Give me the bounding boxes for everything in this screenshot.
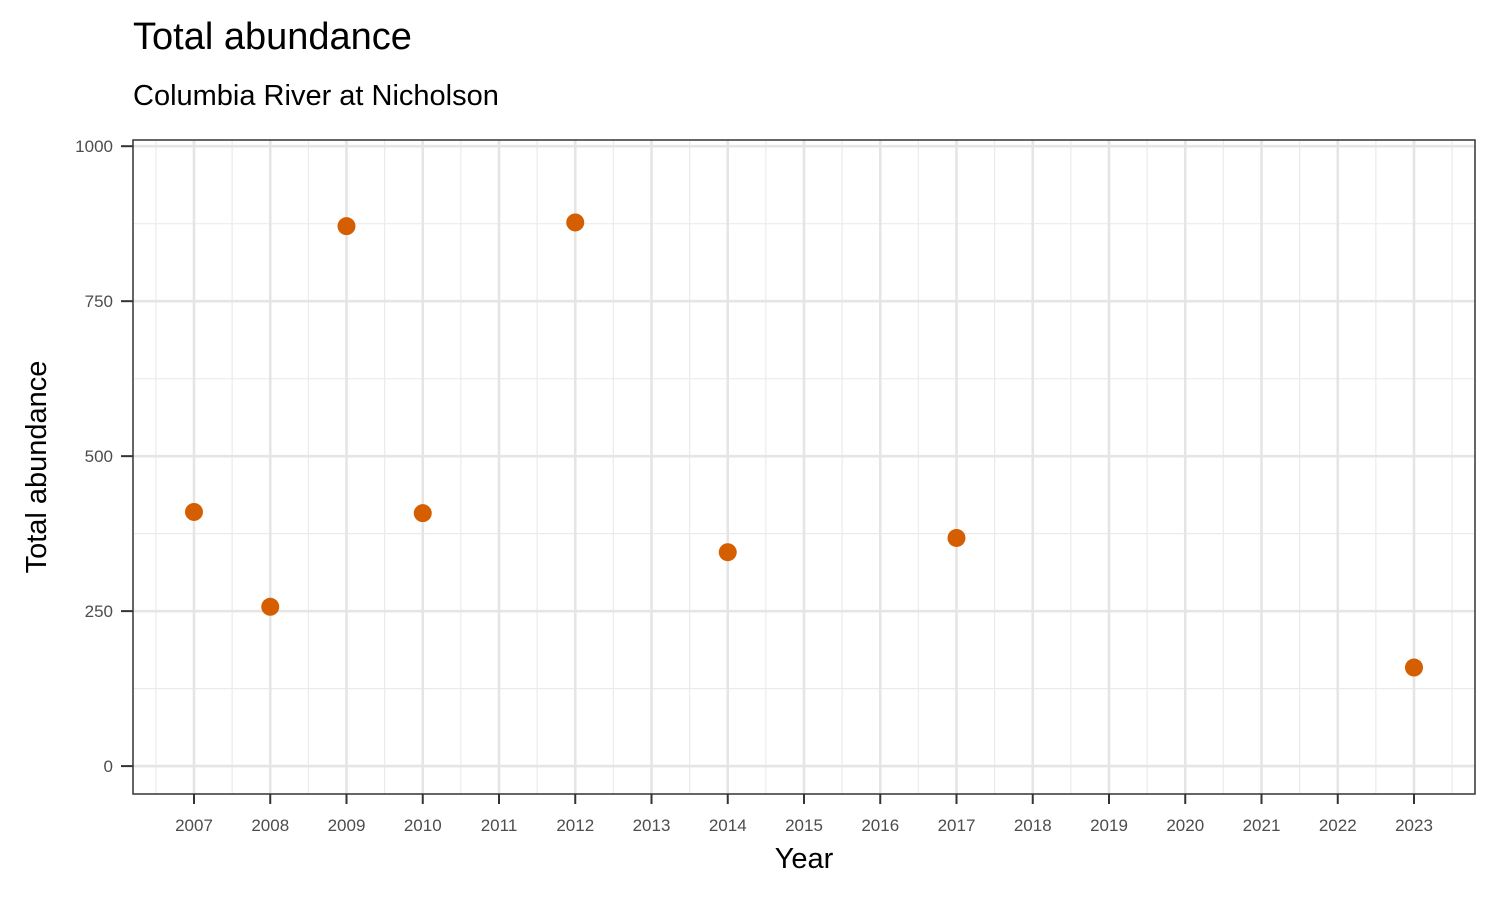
data-point [947,528,966,547]
y-axis: 0 250 500 750 1000 [75,137,133,776]
x-tick-label: 2013 [633,816,671,835]
x-tick-label: 2018 [1014,816,1052,835]
data-point [1405,658,1423,677]
major-gridlines [133,140,1475,794]
data-point [718,543,737,562]
x-tick-label: 2012 [556,816,594,835]
x-tick-label: 2011 [481,816,518,835]
y-tick-label: 750 [85,292,113,311]
data-point [261,597,280,616]
data-point [185,502,203,521]
x-tick-label: 2010 [404,816,442,835]
data-point [566,213,585,232]
x-axis: 2007 2008 2009 2010 2011 2012 2013 2014 2015 2016… [175,794,1433,835]
x-tick-label: 2023 [1395,816,1433,835]
chart-title: Total abundance [133,16,412,58]
x-tick-label: 2009 [328,816,366,835]
chart-subtitle: Columbia River at Nicholson [133,80,499,112]
x-tick-label: 2020 [1166,816,1204,835]
x-tick-label: 2014 [709,816,747,835]
y-tick-label: 250 [85,602,113,621]
x-tick-label: 2007 [175,816,213,835]
data-points [185,213,1423,677]
x-axis-label: Year [775,843,834,875]
y-tick-label: 1000 [75,137,113,156]
x-tick-label: 2015 [785,816,823,835]
x-tick-label: 2016 [861,816,899,835]
x-tick-label: 2019 [1090,816,1128,835]
x-tick-label: 2008 [251,816,289,835]
data-point [337,217,356,236]
y-tick-label: 500 [85,447,113,466]
y-axis-label: Total abundance [21,361,53,574]
x-tick-label: 2021 [1243,816,1281,835]
x-tick-label: 2022 [1319,816,1357,835]
x-tick-label: 2017 [938,816,976,835]
y-tick-label: 0 [104,757,113,776]
data-point [413,504,432,523]
